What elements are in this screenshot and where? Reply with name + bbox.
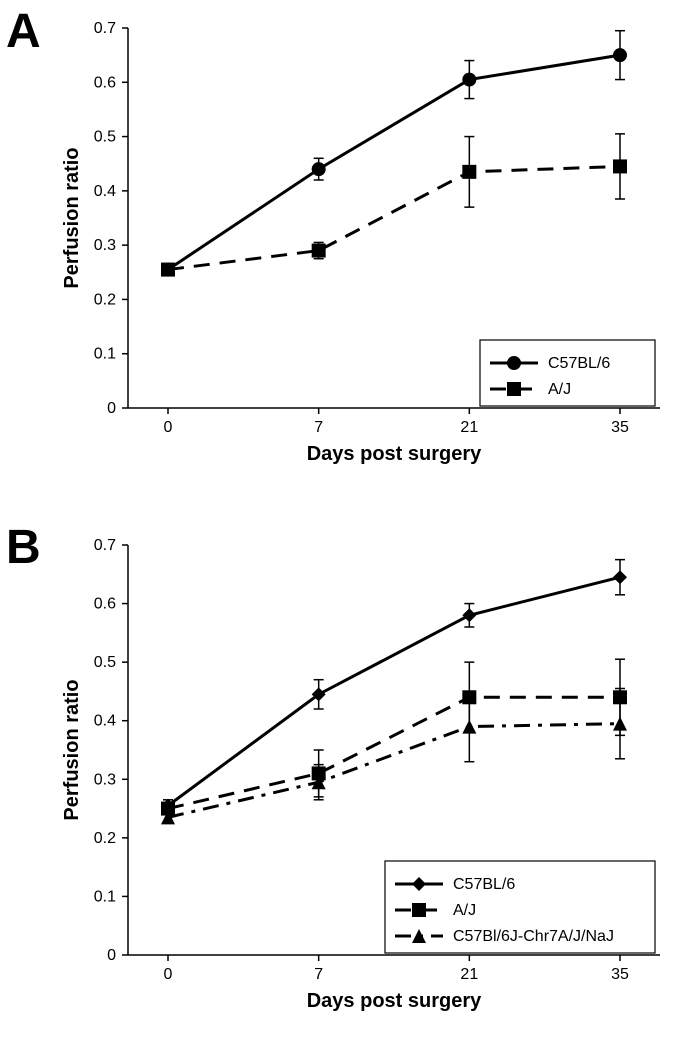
svg-text:C57BL/6: C57BL/6 — [548, 355, 610, 372]
svg-text:0.4: 0.4 — [94, 713, 116, 730]
svg-text:0.7: 0.7 — [94, 20, 116, 37]
figure-container: A 0 0.1 0.2 0.3 0.4 0.5 0.6 0.7 0 7 21 35 Perfusion … — [0, 0, 687, 1050]
svg-text:Days post surgery: Days post surgery — [307, 443, 482, 465]
svg-text:0.5: 0.5 — [94, 654, 116, 671]
svg-text:0.3: 0.3 — [94, 771, 116, 788]
panel-a-label: A — [6, 4, 41, 59]
svg-text:0.4: 0.4 — [94, 183, 116, 200]
svg-text:7: 7 — [314, 419, 323, 436]
svg-text:C57BL/6: C57BL/6 — [453, 876, 515, 893]
svg-text:0.6: 0.6 — [94, 74, 116, 91]
svg-text:C57Bl/6J-Chr7A/J/NaJ: C57Bl/6J-Chr7A/J/NaJ — [453, 928, 614, 945]
svg-text:Perfusion ratio: Perfusion ratio — [61, 147, 83, 288]
svg-text:0.2: 0.2 — [94, 291, 116, 308]
svg-text:21: 21 — [460, 419, 478, 436]
svg-text:21: 21 — [460, 966, 478, 983]
svg-text:0.2: 0.2 — [94, 830, 116, 847]
svg-text:0: 0 — [107, 400, 116, 417]
svg-text:A/J: A/J — [548, 381, 571, 398]
svg-text:Days post surgery: Days post surgery — [307, 990, 482, 1012]
panel-b-chart: 0 0.1 0.2 0.3 0.4 0.5 0.6 0.7 0 7 21 35 Perfusion ra… — [60, 525, 680, 1025]
svg-text:7: 7 — [314, 966, 323, 983]
svg-text:35: 35 — [611, 966, 629, 983]
svg-text:0.5: 0.5 — [94, 129, 116, 146]
svg-text:Perfusion ratio: Perfusion ratio — [61, 679, 83, 820]
svg-text:0.6: 0.6 — [94, 596, 116, 613]
svg-text:0.1: 0.1 — [94, 346, 116, 363]
svg-text:35: 35 — [611, 419, 629, 436]
svg-text:0: 0 — [107, 947, 116, 964]
svg-text:0.1: 0.1 — [94, 888, 116, 905]
panel-b-label: B — [6, 520, 41, 575]
panel-a-chart: 0 0.1 0.2 0.3 0.4 0.5 0.6 0.7 0 7 21 35 Perfusion ra… — [60, 8, 680, 478]
svg-text:0.3: 0.3 — [94, 237, 116, 254]
svg-text:0: 0 — [164, 419, 173, 436]
svg-text:A/J: A/J — [453, 902, 476, 919]
svg-text:0: 0 — [164, 966, 173, 983]
svg-text:0.7: 0.7 — [94, 537, 116, 554]
